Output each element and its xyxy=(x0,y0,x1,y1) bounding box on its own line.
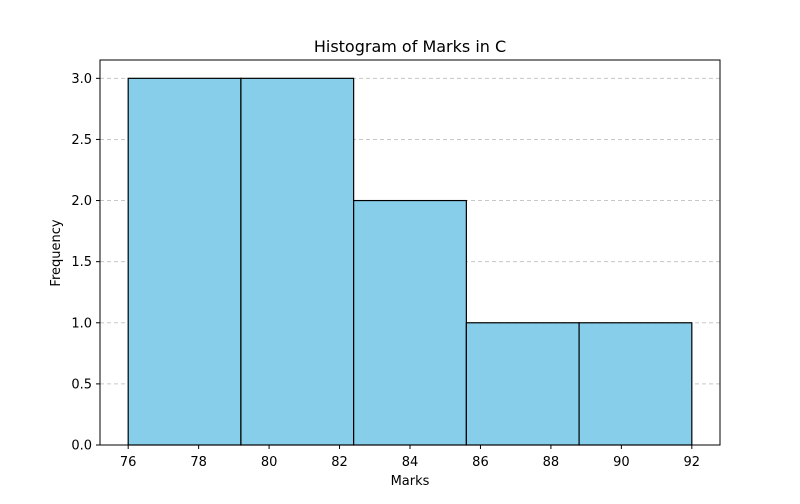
x-tick-label: 90 xyxy=(613,455,630,470)
y-axis-label: Frequency xyxy=(49,219,64,286)
x-tick-label: 92 xyxy=(684,455,701,470)
x-axis-label: Marks xyxy=(391,474,430,489)
x-tick-label: 84 xyxy=(402,455,419,470)
histogram-bar xyxy=(465,322,580,446)
histogram-bar xyxy=(240,77,355,446)
x-tick-label: 88 xyxy=(543,455,560,470)
x-tick-label: 76 xyxy=(120,455,137,470)
histogram-bar xyxy=(127,77,242,446)
y-axis-ticks: 0.0 0.5 1.0 1.5 2.0 2.5 3.0 xyxy=(71,72,100,454)
y-tick-label: 1.5 xyxy=(71,255,92,270)
y-tick-label: 0.5 xyxy=(71,377,92,392)
x-axis-ticks: 76 78 80 82 84 86 88 90 92 xyxy=(120,445,700,470)
y-tick-label: 2.0 xyxy=(71,194,92,209)
y-tick-label: 1.0 xyxy=(71,316,92,331)
chart-title: Histogram of Marks in C xyxy=(314,37,506,56)
histogram-bar xyxy=(578,322,693,446)
x-tick-label: 80 xyxy=(261,455,278,470)
x-tick-label: 86 xyxy=(472,455,489,470)
x-tick-label: 78 xyxy=(190,455,207,470)
y-tick-label: 0.0 xyxy=(71,439,92,454)
x-tick-label: 82 xyxy=(331,455,348,470)
histogram-bar xyxy=(353,199,467,446)
y-tick-label: 2.5 xyxy=(71,133,92,148)
bars xyxy=(127,77,693,446)
y-tick-label: 3.0 xyxy=(71,72,92,87)
